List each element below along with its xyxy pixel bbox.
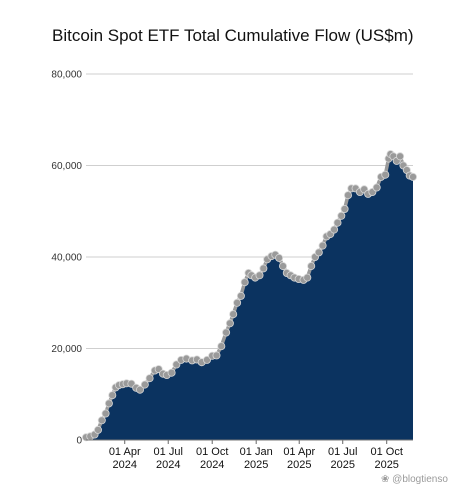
watermark-text: @blogtienso: [392, 474, 448, 485]
data-point: [225, 319, 234, 328]
data-point: [140, 380, 149, 389]
data-point: [145, 374, 154, 383]
data-point: [372, 183, 381, 192]
data-point: [222, 328, 231, 337]
data-point: [255, 271, 264, 280]
data-point: [217, 342, 226, 351]
data-point: [337, 211, 346, 220]
x-tick-label: 01 Jan: [240, 446, 273, 458]
data-point: [172, 360, 181, 369]
data-point: [307, 262, 316, 271]
x-tick-label-year: 2024: [156, 459, 180, 471]
x-tick-label: 01 Jul: [328, 446, 357, 458]
x-tick-label: 01 Oct: [196, 446, 228, 458]
x-tick-label-year: 2025: [374, 459, 398, 471]
data-point: [97, 416, 106, 425]
data-point: [314, 248, 323, 257]
y-tick-label: 60,000: [51, 161, 82, 172]
x-tick-label: 01 Jul: [154, 446, 183, 458]
data-point: [343, 191, 352, 200]
marker-layer: [82, 150, 417, 442]
data-point: [229, 310, 238, 319]
data-point: [318, 241, 327, 250]
y-tick-label: 40,000: [51, 253, 82, 264]
data-point: [340, 204, 349, 213]
y-tick-label: 20,000: [51, 344, 82, 355]
data-point: [240, 278, 249, 287]
data-point: [104, 399, 113, 408]
data-point: [135, 385, 144, 394]
data-point: [278, 262, 287, 271]
data-point: [233, 298, 242, 307]
data-point: [259, 264, 268, 273]
x-tick-label: 01 Apr: [283, 446, 315, 458]
data-point: [108, 391, 117, 400]
data-point: [94, 425, 103, 434]
data-point: [212, 351, 221, 360]
area-layer: [84, 152, 415, 440]
data-point: [101, 409, 110, 418]
y-tick-label: 0: [76, 436, 82, 447]
cumulative-flow-area: [86, 154, 413, 440]
data-point: [275, 253, 284, 262]
data-point: [303, 273, 312, 282]
data-point: [236, 291, 245, 300]
x-tick-label: 01 Apr: [109, 446, 141, 458]
watermark-icon: ❀: [381, 474, 390, 485]
data-point: [408, 172, 417, 181]
x-tick-label-year: 2024: [112, 459, 136, 471]
x-tick-label-year: 2025: [330, 459, 354, 471]
x-tick-label-year: 2024: [200, 459, 224, 471]
data-point: [202, 355, 211, 364]
data-point: [381, 170, 390, 179]
watermark: ❀ @blogtienso: [381, 474, 448, 485]
y-tick-label: 80,000: [51, 70, 82, 81]
x-tick-label-year: 2025: [244, 459, 268, 471]
x-tick-label-year: 2025: [287, 459, 311, 471]
chart-title: Bitcoin Spot ETF Total Cumulative Flow (…: [52, 26, 414, 45]
data-point: [330, 225, 339, 234]
data-point: [333, 218, 342, 227]
data-point: [167, 368, 176, 377]
data-point: [396, 152, 405, 161]
x-tick-label: 01 Oct: [371, 446, 403, 458]
